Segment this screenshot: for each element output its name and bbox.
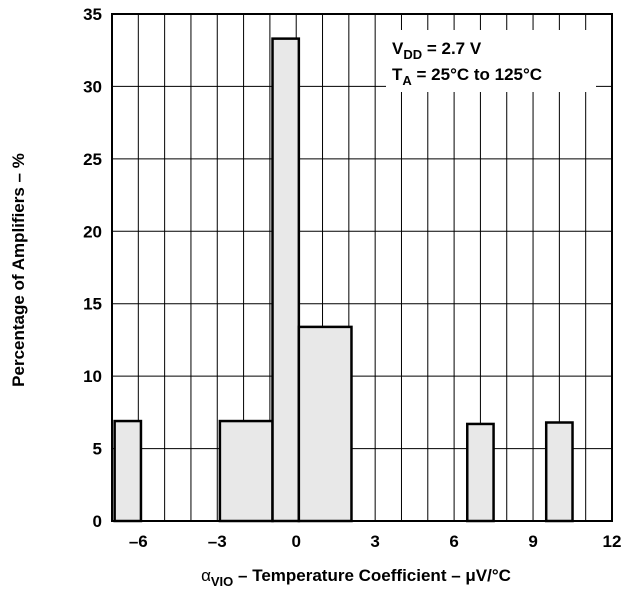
x-tick-label: 12 [603,532,621,551]
annotation-ta: TA = 25°C to 125°C [392,65,542,88]
tick-labels: –6 –3 0 3 6 9 12 0 5 10 15 20 25 30 35 [83,5,621,551]
x-axis-title: αVIO – Temperature Coefficient – μV/°C [201,566,511,589]
x-tick-label: 9 [528,532,537,551]
y-tick-label: 30 [83,77,102,96]
x-tick-label: 3 [370,532,379,551]
y-tick-label: 20 [83,222,102,241]
annotation-vdd: VDD = 2.7 V [392,39,482,62]
x-tick-label: –6 [129,532,148,551]
x-tick-label: 6 [449,532,458,551]
histogram-bar [466,422,495,523]
histogram-bar [113,419,143,523]
x-tick-label: 0 [291,532,300,551]
y-tick-label: 15 [83,295,102,314]
histogram-bar [271,37,301,523]
y-tick-label: 10 [83,367,102,386]
plot-frame [111,13,613,522]
y-tick-label: 0 [93,512,102,531]
histogram-bar [218,419,274,523]
bars [113,37,574,523]
y-tick-label: 35 [83,5,102,24]
annotation: VDD = 2.7 V TA = 25°C to 125°C [386,30,596,92]
y-tick-label: 25 [83,150,102,169]
histogram-bar [297,325,353,523]
y-axis-title: Percentage of Amplifiers – % [9,153,28,387]
annotation-box [386,30,596,92]
x-tick-label: –3 [208,532,227,551]
histogram-bar [544,421,574,523]
y-tick-label: 5 [93,440,102,459]
